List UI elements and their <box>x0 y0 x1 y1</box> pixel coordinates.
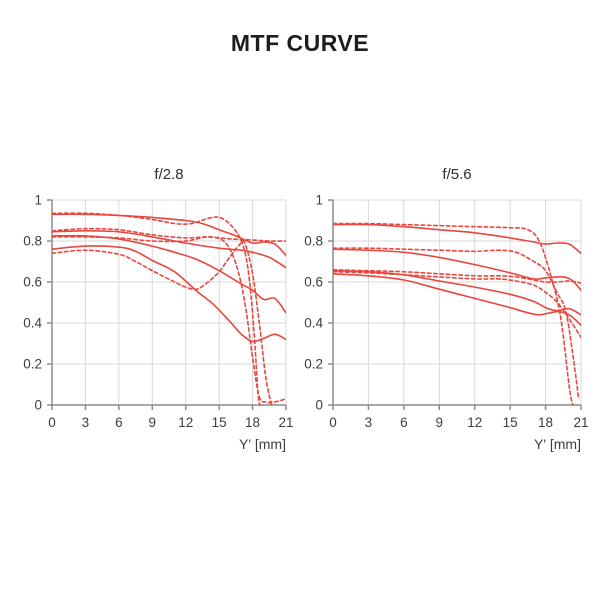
mtf-curve-solid-4 <box>52 245 286 343</box>
y-tick-label: 0.2 <box>304 357 323 372</box>
x-tick-label: 9 <box>436 415 444 430</box>
mtf-chart-f2.8-canvas: f/2.8 0 0.2 0.4 0.6 0.8 1 0 3 6 9 12 15 18 21 Y' [mm] <box>23 166 293 452</box>
mtf-curve-dashed-1 <box>333 222 574 406</box>
mtf-chart-f2.8: f/2.8 0 0.2 0.4 0.6 0.8 1 0 3 6 9 12 15 18 21 Y' [mm] <box>12 163 294 460</box>
x-tick-label: 0 <box>48 415 56 430</box>
mtf-curve-solid-2 <box>333 248 581 291</box>
y-tick-label: 0 <box>315 398 323 413</box>
y-tick-label: 0.6 <box>23 275 42 290</box>
x-tick-label: 21 <box>278 415 293 430</box>
y-tick-label: 1 <box>315 193 323 208</box>
curves-group <box>333 222 581 406</box>
plot-area: 0 0.2 0.4 0.6 0.8 1 0 3 6 9 12 15 18 21 <box>23 193 293 430</box>
x-tick-label: 18 <box>245 415 260 430</box>
mtf-curve-solid-1 <box>333 223 581 255</box>
page-title: MTF CURVE <box>230 30 370 56</box>
x-tick-label: 21 <box>573 415 588 430</box>
x-axis-label: Y' [mm] <box>239 436 286 452</box>
mtf-curve-dashed-3 <box>333 268 581 284</box>
x-tick-label: 3 <box>365 415 373 430</box>
y-tick-label: 0.4 <box>23 316 42 331</box>
curves-group <box>52 212 286 406</box>
mtf-curve-dashed-2 <box>52 227 286 242</box>
mtf-curve-dashed-4 <box>333 271 581 339</box>
x-tick-label: 15 <box>503 415 518 430</box>
x-tick-label: 9 <box>149 415 157 430</box>
y-tick-label: 1 <box>34 193 42 208</box>
y-tick-label: 0 <box>34 398 42 413</box>
x-tick-label: 12 <box>467 415 482 430</box>
chart-subtitle: f/2.8 <box>154 166 183 183</box>
mtf-chart-f5.6-canvas: f/5.6 0 0.2 0.4 0.6 0.8 1 0 3 6 9 12 15 18 21 Y' [mm] <box>304 166 588 452</box>
y-tick-label: 0.8 <box>23 234 42 249</box>
mtf-curve-dashed-4 <box>52 240 273 406</box>
mtf-curve-solid-3 <box>52 234 286 314</box>
x-tick-label: 3 <box>82 415 90 430</box>
x-tick-label: 6 <box>400 415 408 430</box>
y-tick-label: 0.6 <box>304 275 323 290</box>
chart-subtitle: f/5.6 <box>442 166 471 183</box>
x-axis-label: Y' [mm] <box>534 436 581 452</box>
x-tick-label: 15 <box>212 415 227 430</box>
mtf-curve-solid-2 <box>52 229 286 269</box>
mtf-curve-solid-1 <box>52 213 286 257</box>
y-tick-label: 0.4 <box>304 316 323 331</box>
mtf-chart-f5.6: f/5.6 0 0.2 0.4 0.6 0.8 1 0 3 6 9 12 15 18 21 Y' [mm] <box>293 163 589 460</box>
x-tick-label: 6 <box>115 415 123 430</box>
mtf-curve-dashed-2 <box>333 247 580 400</box>
x-tick-label: 12 <box>178 415 193 430</box>
x-tick-label: 0 <box>329 415 337 430</box>
plot-area: 0 0.2 0.4 0.6 0.8 1 0 3 6 9 12 15 18 21 <box>304 193 588 430</box>
y-tick-label: 0.2 <box>23 357 42 372</box>
mtf-curve-solid-4 <box>333 273 581 326</box>
x-tick-label: 18 <box>538 415 553 430</box>
mtf-curve-dashed-3 <box>52 236 286 404</box>
mtf-curve-dashed-1 <box>52 212 262 406</box>
y-tick-label: 0.8 <box>304 234 323 249</box>
